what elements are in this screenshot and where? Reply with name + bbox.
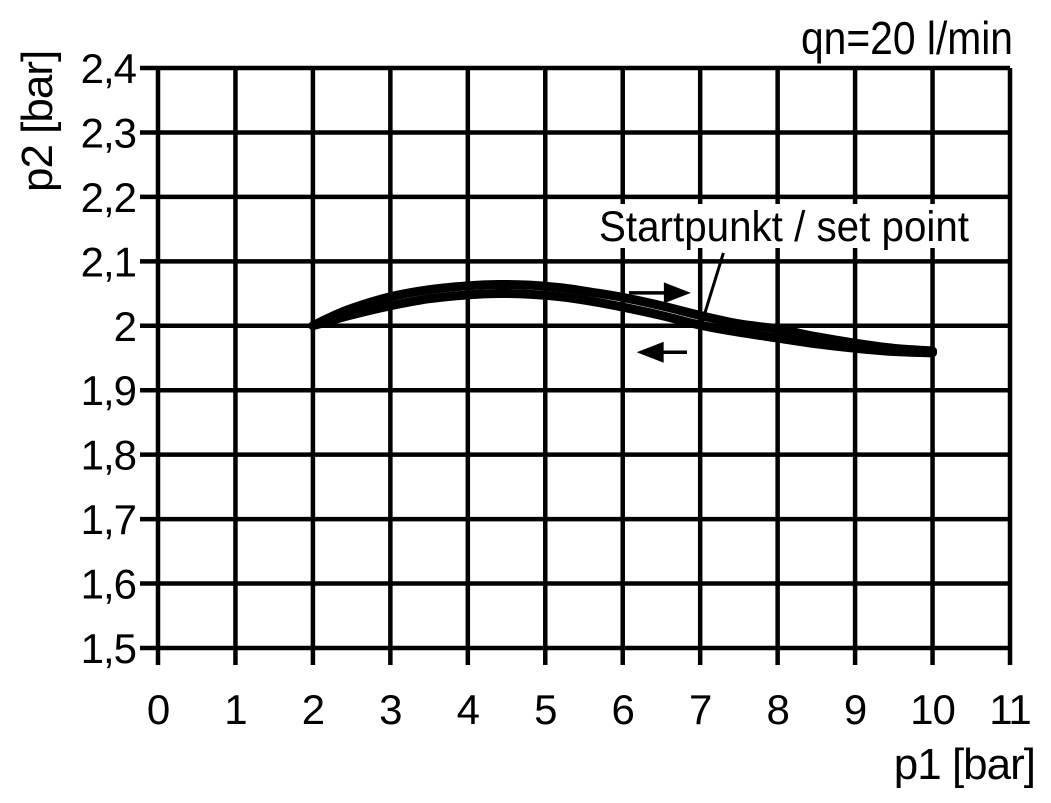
x-tick-label-5: 5 <box>534 686 556 733</box>
arrow-left-icon-head <box>636 341 664 363</box>
x-tick-label-2: 2 <box>302 686 324 733</box>
x-tick-label-8: 8 <box>766 686 788 733</box>
annotation-layer <box>628 252 725 363</box>
y-axis-label: p2 [bar] <box>13 51 62 192</box>
y-tick-label-2,3: 2,3 <box>81 109 136 156</box>
y-tick-label-1,6: 1,6 <box>81 561 136 608</box>
y-tick-label-2,4: 2,4 <box>81 45 137 92</box>
set-point-annotation-label: Startpunkt / set point <box>599 203 969 251</box>
x-tick-label-4: 4 <box>457 686 480 733</box>
curves-layer <box>308 280 938 358</box>
x-tick-label-9: 9 <box>844 686 866 733</box>
y-tick-label-2,1: 2,1 <box>81 238 136 285</box>
x-tick-label-0: 0 <box>147 686 169 733</box>
curve-lower-return <box>308 289 938 358</box>
x-tick-label-1: 1 <box>224 686 246 733</box>
curve-upper-forward <box>308 280 938 356</box>
x-axis-label: p1 [bar] <box>894 740 1035 789</box>
x-tick-label-10: 10 <box>910 686 955 733</box>
y-tick-label-2: 2 <box>114 303 136 350</box>
y-tick-label-2,2: 2,2 <box>81 174 136 221</box>
y-tick-label-1,5: 1,5 <box>81 625 136 672</box>
set-point-leader-line <box>700 252 725 324</box>
x-tick-label-7: 7 <box>689 686 711 733</box>
y-tick-label-1,9: 1,9 <box>81 367 136 414</box>
flow-direction-arrow-right-icon <box>628 282 691 304</box>
set-point-label-background <box>594 204 976 248</box>
flow-direction-arrow-left-icon <box>636 341 688 363</box>
arrow-right-icon-head <box>663 282 691 304</box>
y-tick-label-1,8: 1,8 <box>81 432 136 479</box>
flow-rate-title: qn=20 l/min <box>801 12 1013 64</box>
x-tick-label-6: 6 <box>612 686 634 733</box>
x-tick-label-11: 11 <box>989 686 1031 733</box>
axis-tick-labels: 0 1 2 3 4 5 6 7 8 9 10 11 2,4 2,3 2,2 2,1 2 1,9 1,8 1,7 1,6 1… <box>81 45 1032 733</box>
y-tick-label-1,7: 1,7 <box>81 496 136 543</box>
x-tick-label-3: 3 <box>379 686 401 733</box>
grid-layer <box>140 65 1013 665</box>
